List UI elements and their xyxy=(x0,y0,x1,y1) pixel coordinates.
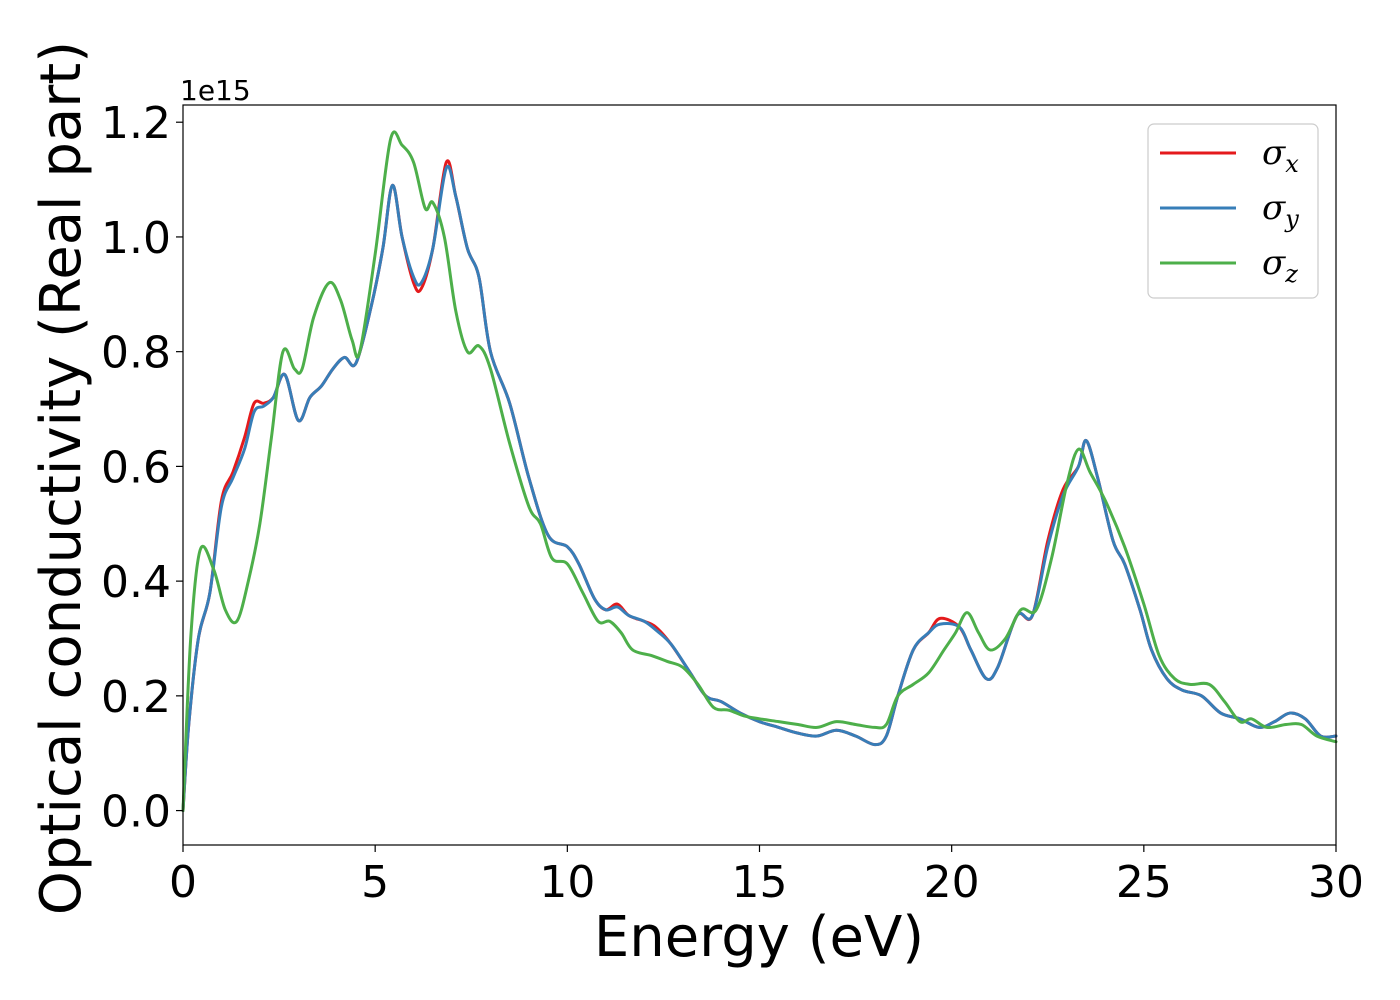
x-tick-label: 15 xyxy=(732,857,788,908)
x-tick-label: 20 xyxy=(924,857,980,908)
x-tick-label: 30 xyxy=(1308,857,1364,908)
y-tick-label: 0.0 xyxy=(101,787,171,838)
legend-label-x: σx xyxy=(1262,133,1299,178)
y-tick-label: 0.2 xyxy=(101,672,171,723)
y-tick-label: 0.6 xyxy=(101,442,171,493)
legend-label-z: σz xyxy=(1262,243,1298,288)
series-line-y xyxy=(181,164,1338,813)
y-tick-label: 1.0 xyxy=(101,213,171,264)
y-axis-title: Optical conductivity (Real part) xyxy=(29,41,94,915)
y-tick-label: 1.2 xyxy=(101,98,171,149)
x-tick-label: 25 xyxy=(1116,857,1172,908)
x-tick-label: 0 xyxy=(169,857,197,908)
series-group xyxy=(181,130,1338,813)
legend-label-y: σy xyxy=(1262,188,1299,233)
y-tick-label: 0.4 xyxy=(101,557,171,608)
x-tick-label: 5 xyxy=(361,857,389,908)
x-tick-label: 10 xyxy=(539,857,595,908)
legend: σx σy σz xyxy=(1147,123,1319,299)
series-line-z xyxy=(181,130,1338,813)
y-offset-text: 1e15 xyxy=(180,74,251,107)
legend-box xyxy=(1147,123,1319,299)
ticks: 0 5 10 15 20 25 30 0.0 0.2 0.4 0.6 0.8 1.0 1.2 xyxy=(101,98,1364,908)
y-tick-label: 0.8 xyxy=(101,328,171,379)
x-axis-title: Energy (eV) xyxy=(594,905,924,970)
